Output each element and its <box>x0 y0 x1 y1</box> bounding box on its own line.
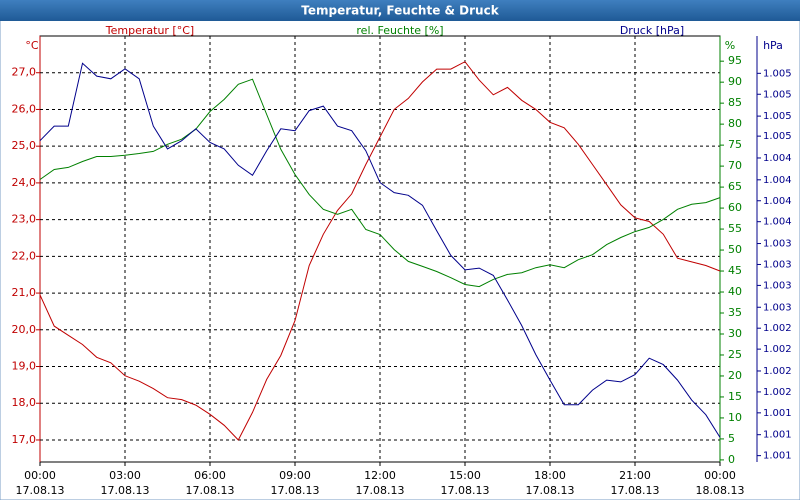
y3-tick-label: 1.001 <box>763 451 792 462</box>
y3-tick-label: 1.002 <box>763 366 792 377</box>
y3-tick-label: 1.002 <box>763 387 792 398</box>
y3-tick-label: 1.003 <box>763 259 792 270</box>
y2-tick-label: 50 <box>728 243 742 256</box>
y3-tick-label: 1.005 <box>763 68 792 79</box>
y3-axis-label: Druck [hPa] <box>620 24 684 37</box>
y3-tick-label: 1.002 <box>763 323 792 334</box>
y-tick-label: 27,0 <box>12 66 37 79</box>
y2-tick-label: 30 <box>728 327 742 340</box>
y2-axis-label: rel. Feuchte [%] <box>356 24 443 37</box>
y2-tick-label: 70 <box>728 159 742 172</box>
y3-tick-label: 1.004 <box>763 217 792 228</box>
x-tick-date: 17.08.13 <box>356 484 405 497</box>
y3-tick-label: 1.004 <box>763 153 792 164</box>
series-line <box>39 61 721 441</box>
x-tick-label: 15:00 <box>449 469 481 482</box>
series-line <box>39 62 721 438</box>
y2-tick-label: 40 <box>728 285 742 298</box>
y3-tick-label: 1.001 <box>763 430 792 441</box>
y2-tick-label: 55 <box>728 222 742 235</box>
y2-tick-label: 20 <box>728 369 742 382</box>
y-tick-label: 24,0 <box>12 176 37 189</box>
y2-tick-label: 85 <box>728 96 742 109</box>
x-tick-date: 17.08.13 <box>526 484 575 497</box>
x-tick-date: 17.08.13 <box>271 484 320 497</box>
y2-tick-label: 10 <box>728 411 742 424</box>
y2-tick-label: 95 <box>728 54 742 67</box>
x-tick-date: 17.08.13 <box>101 484 150 497</box>
x-tick-date: 17.08.13 <box>611 484 660 497</box>
x-tick-label: 18:00 <box>534 469 566 482</box>
y2-unit: % <box>725 39 735 52</box>
y-tick-label: 18,0 <box>12 396 37 409</box>
y-tick-label: 26,0 <box>12 102 37 115</box>
y-tick-label: 25,0 <box>12 139 37 152</box>
x-tick-date: 17.08.13 <box>186 484 235 497</box>
y2-tick-label: 90 <box>728 75 742 88</box>
y-tick-label: 19,0 <box>12 360 37 373</box>
y3-unit: hPa <box>763 39 783 52</box>
y2-tick-label: 45 <box>728 264 742 277</box>
y2-tick-label: 0 <box>728 453 735 466</box>
x-tick-label: 00:00 <box>704 469 736 482</box>
y-tick-label: 23,0 <box>12 213 37 226</box>
y-tick-label: 20,0 <box>12 323 37 336</box>
y3-tick-label: 1.002 <box>763 344 792 355</box>
x-tick-date: 18.08.13 <box>696 484 745 497</box>
x-tick-label: 21:00 <box>619 469 651 482</box>
x-tick-date: 17.08.13 <box>16 484 65 497</box>
y3-tick-label: 1.003 <box>763 239 792 250</box>
title-bar <box>0 0 800 21</box>
x-tick-label: 06:00 <box>194 469 226 482</box>
y2-tick-label: 75 <box>728 138 742 151</box>
x-tick-label: 00:00 <box>24 469 56 482</box>
y3-tick-label: 1.003 <box>763 280 792 291</box>
series-line <box>39 78 721 288</box>
y3-tick-label: 1.004 <box>763 196 792 207</box>
y3-tick-label: 1.003 <box>763 302 792 313</box>
x-tick-label: 09:00 <box>279 469 311 482</box>
y2-tick-label: 5 <box>728 432 735 445</box>
x-tick-date: 17.08.13 <box>441 484 490 497</box>
y3-tick-label: 1.004 <box>763 175 792 186</box>
x-tick-label: 03:00 <box>109 469 141 482</box>
y-tick-label: 21,0 <box>12 286 37 299</box>
y3-tick-label: 1.005 <box>763 131 792 142</box>
y-tick-label: 22,0 <box>12 249 37 262</box>
y2-tick-label: 60 <box>728 201 742 214</box>
y2-tick-label: 15 <box>728 390 742 403</box>
chart-title: Temperatur, Feuchte & Druck <box>301 4 499 18</box>
y2-tick-label: 25 <box>728 348 742 361</box>
y2-tick-label: 65 <box>728 180 742 193</box>
y2-tick-label: 80 <box>728 117 742 130</box>
y-unit: °C <box>25 39 39 52</box>
y3-tick-label: 1.001 <box>763 408 792 419</box>
y3-tick-label: 1.005 <box>763 111 792 122</box>
y3-tick-label: 1.005 <box>763 89 792 100</box>
y2-tick-label: 35 <box>728 306 742 319</box>
y-tick-label: 17,0 <box>12 433 37 446</box>
x-tick-label: 12:00 <box>364 469 396 482</box>
y-axis-label: Temperatur [°C] <box>105 24 194 37</box>
